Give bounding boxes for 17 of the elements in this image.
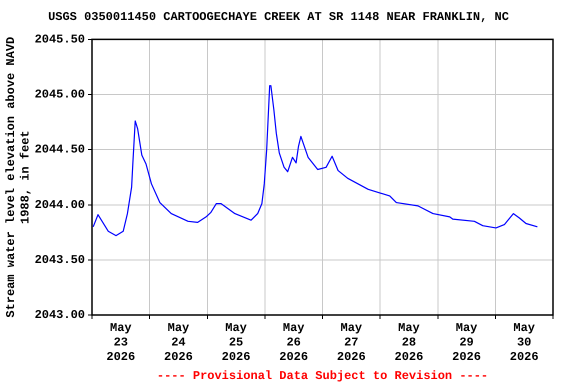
y-tick-label: 2044.00 bbox=[34, 198, 85, 212]
x-tick-label: May 28 2026 bbox=[394, 321, 424, 364]
x-tick-label: May 26 2026 bbox=[279, 321, 308, 364]
x-tick-label: May 27 2026 bbox=[336, 321, 366, 364]
x-tick-label: May 23 2026 bbox=[106, 321, 136, 364]
y-axis-title: Stream water level elevation above NAVD 1988, in feet bbox=[4, 36, 33, 318]
y-tick-label: 2044.50 bbox=[34, 142, 85, 157]
y-tick-label: 2045.00 bbox=[34, 88, 85, 102]
text: ---- Provisional Data Subject to Revision ---- bbox=[156, 369, 488, 383]
x-tick-label: May 29 2026 bbox=[452, 321, 481, 364]
y-tick-label: 2043.00 bbox=[34, 308, 85, 322]
x-tick-label: May 30 2026 bbox=[510, 321, 539, 364]
y-tick-label: 2045.50 bbox=[34, 32, 85, 46]
x-tick-label: May 25 2026 bbox=[222, 321, 250, 364]
y-tick-label: 2043.50 bbox=[34, 252, 85, 267]
x-tick-label: May 24 2026 bbox=[164, 321, 193, 364]
chart-title: USGS 0350011450 CARTOOGECHAYE CREEK AT SR 1148 NEAR FRANKLIN, NC bbox=[48, 10, 509, 24]
